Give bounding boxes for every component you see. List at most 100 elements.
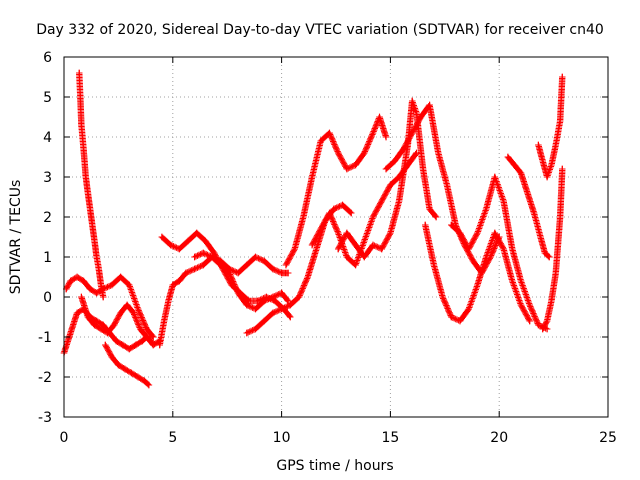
data-point [84,189,92,197]
data-point [295,293,303,301]
data-point [408,129,416,137]
data-point [117,273,124,281]
data-point [334,149,342,157]
data-point [524,189,531,197]
data-point [184,237,192,245]
data-point [115,361,122,369]
data-point [548,161,555,169]
data-point [517,169,525,177]
data-point [387,181,394,189]
data-point [343,165,351,173]
data-point [352,261,359,269]
data-point [541,249,549,257]
data-point [167,241,174,249]
data-point [93,317,100,325]
data-point [343,229,351,237]
data-point [559,165,566,173]
data-point [80,145,87,153]
data-point [308,173,316,181]
data-point [278,269,285,277]
y-tick-label: -3 [38,410,52,426]
data-point [448,221,455,229]
data-point [191,265,198,273]
data-point [287,301,294,309]
data-point [260,297,268,305]
data-point [456,229,464,237]
data-point [269,265,277,273]
data-point [73,309,81,317]
data-point [165,297,172,305]
data-point [80,277,87,285]
data-point [395,197,403,205]
data-point [361,253,368,261]
data-point [537,233,544,241]
data-point [426,205,433,213]
data-point [91,321,98,329]
data-point [465,305,472,313]
data-point [145,381,153,389]
data-point [143,333,150,341]
data-point [382,133,390,141]
data-point [504,153,512,161]
data-point [210,249,218,257]
data-point [526,317,533,325]
data-point [108,353,116,361]
data-point [517,277,525,285]
data-point [97,281,105,289]
data-point [556,117,564,125]
data-point [78,293,85,301]
data-point [500,245,507,253]
data-point [67,329,74,337]
data-point [465,245,472,253]
data-point [226,269,233,277]
x-tick-label: 0 [60,430,69,446]
data-point [202,237,209,245]
data-point [304,273,311,281]
y-tick-label: 2 [43,210,52,226]
data-point [95,265,103,273]
data-point [539,325,546,333]
y-tick-label: -1 [38,330,52,346]
x-tick-label: 15 [381,430,399,446]
data-point [548,297,555,305]
data-point [552,269,559,277]
data-point [543,173,551,181]
data-point [97,325,105,333]
data-point [491,229,499,237]
data-point [526,301,533,309]
data-point [128,369,135,377]
data-point [469,257,477,265]
data-point [348,209,355,217]
data-point [243,329,250,337]
data-point [82,173,89,181]
data-point [284,269,292,277]
y-tick-label: 1 [43,250,52,266]
data-point [160,317,168,325]
data-point [334,229,342,237]
data-point [108,281,116,289]
series-sat-q [535,73,566,181]
series-sat-r [539,165,566,333]
data-point [252,305,259,313]
data-series [60,69,566,389]
y-axis-label: SDTVAR / TECUs [8,180,24,295]
data-point [517,301,525,309]
data-point [422,221,429,229]
series-sat-c [76,69,107,301]
data-point [67,277,74,285]
data-point [369,241,377,249]
data-point [156,341,163,349]
data-point [559,73,566,81]
data-point [136,325,144,333]
data-point [269,293,277,301]
x-axis-label: GPS time / hours [276,458,393,474]
data-point [113,337,120,345]
data-point [552,141,559,149]
data-point [500,197,507,205]
data-point [352,241,359,249]
data-point [110,321,118,329]
data-point [287,313,294,321]
data-point [482,253,490,261]
axis-ticks: 0 5 10 15 20 25 -3 -2 -1 0 1 2 3 4 5 6 [38,50,617,446]
data-point [99,293,107,301]
